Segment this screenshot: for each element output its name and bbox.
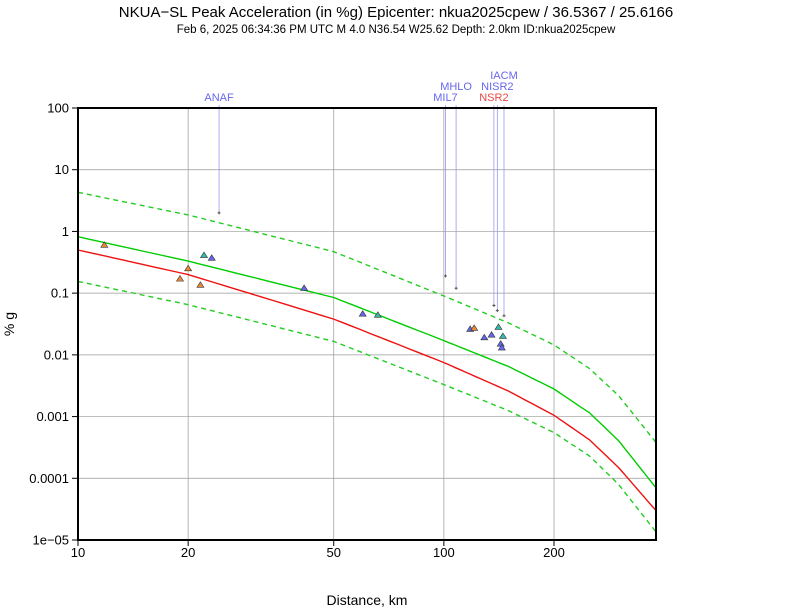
station-label: NSR2 [479, 92, 508, 104]
station-label: ANAF [204, 92, 234, 104]
x-tick-label: 10 [71, 545, 85, 560]
bound-curve [77, 280, 657, 533]
triangle-point [184, 264, 193, 272]
station-label: NISR2 [481, 81, 513, 93]
median-curve [77, 236, 657, 489]
bound-curve [77, 191, 657, 443]
triangle-point [196, 281, 205, 288]
triangle-point [470, 324, 479, 331]
chart-subtitle: Feb 6, 2025 06:34:36 PM UTC M 4.0 N36.54… [176, 24, 616, 36]
red-curve [77, 249, 657, 512]
station-marker [492, 304, 496, 308]
station-marker [443, 274, 447, 278]
triangle-point [100, 241, 109, 248]
station-label: IACM [490, 70, 518, 82]
station-marker [502, 314, 506, 318]
triangle-point [207, 254, 216, 261]
plot-frame [77, 107, 657, 541]
y-tick-label: 0.001 [36, 409, 69, 424]
grid [77, 107, 656, 541]
triangle-point [487, 331, 496, 338]
x-tick-label: 50 [326, 545, 340, 560]
x-tick-label: 100 [433, 545, 455, 560]
triangle-point [199, 251, 209, 258]
attenuation-curves [77, 191, 657, 533]
y-axis-label: % g [1, 312, 17, 336]
data-points [100, 241, 507, 351]
station-marker [217, 211, 221, 215]
triangle-point [497, 343, 506, 351]
triangle-point [300, 284, 309, 291]
y-tick-label: 1 [62, 224, 69, 239]
station-marker [454, 286, 458, 290]
y-tick-label: 10 [55, 162, 69, 177]
station-label: MIL7 [433, 92, 457, 104]
y-tick-label: 0.01 [44, 347, 69, 362]
y-tick-label: 0.0001 [29, 471, 69, 486]
x-axis-label: Distance, km [327, 592, 408, 608]
y-tick-label: 100 [47, 101, 69, 116]
triangle-point [480, 333, 489, 341]
triangle-point [498, 332, 507, 339]
y-tick-label: 0.1 [51, 286, 69, 301]
triangle-point [373, 311, 382, 318]
chart-title: NKUA−SL Peak Acceleration (in %g) Epicen… [118, 4, 674, 21]
y-tick-label: 1e−05 [32, 533, 69, 548]
axis-ticks: 10 20 50 100 200 100 10 1 0.1 0.01 0.001 0.0001 1e−0… [29, 101, 565, 561]
triangle-point [358, 310, 367, 317]
triangle-point [175, 275, 185, 282]
x-tick-label: 200 [543, 545, 565, 560]
x-tick-label: 20 [181, 545, 195, 560]
triangle-point [496, 340, 505, 347]
station-marker [495, 309, 499, 313]
triangle-point [494, 323, 503, 330]
station-label: MHLO [440, 81, 472, 93]
